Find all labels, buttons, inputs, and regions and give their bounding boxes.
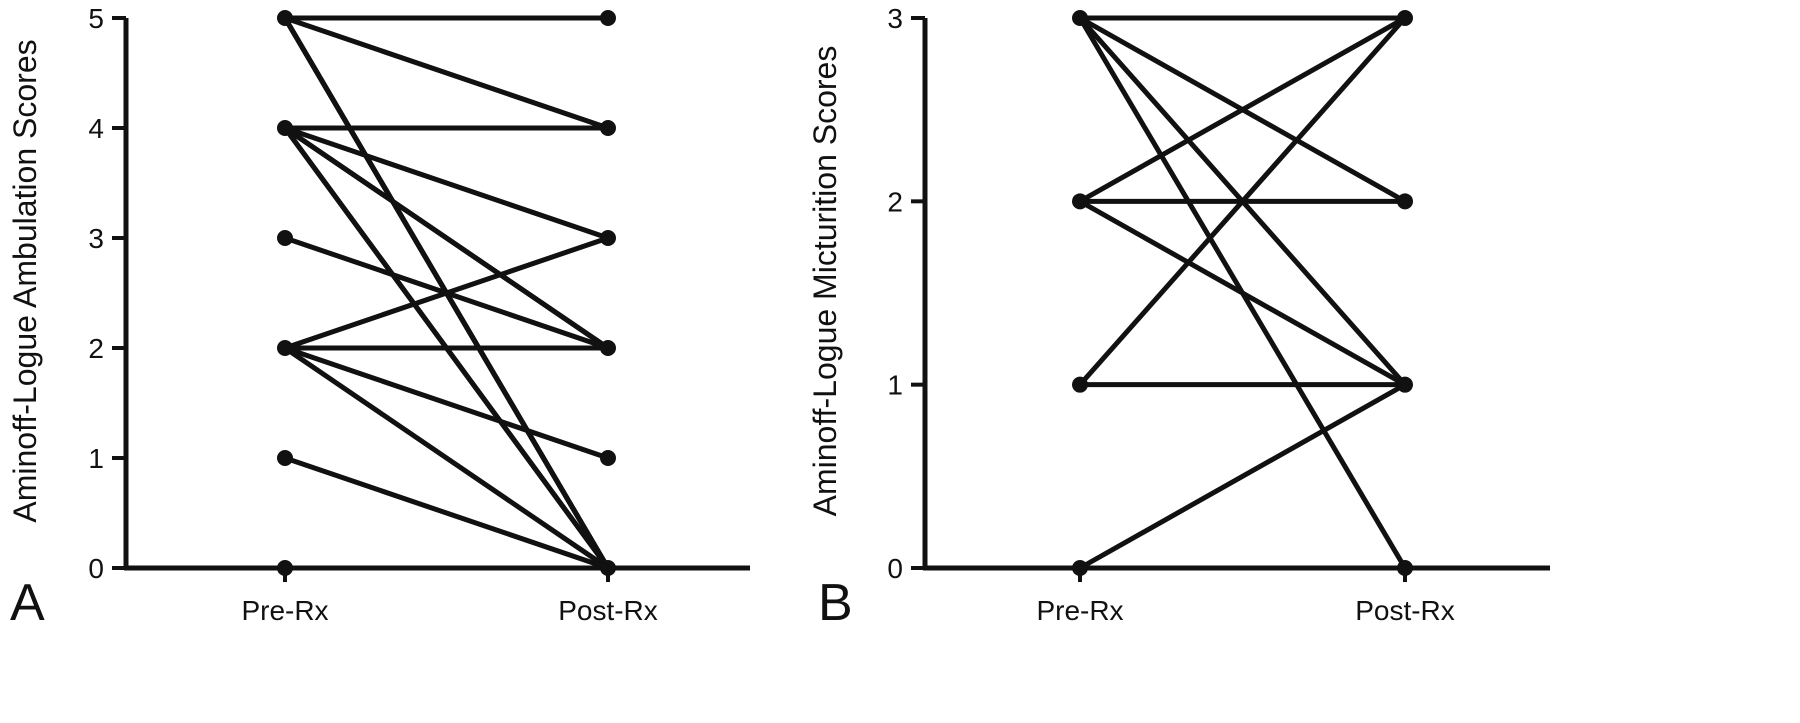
data-point (600, 120, 616, 136)
patient-line (282, 345, 611, 571)
y-axis-title: Aminoff-Logue Ambulation Scores (7, 39, 43, 522)
data-point (277, 120, 293, 136)
y-axis-title: Aminoff-Logue Micturition Scores (807, 46, 843, 517)
x-category-label: Post-Rx (558, 595, 658, 626)
patient-line (282, 235, 611, 351)
patient-line (282, 345, 611, 461)
panel-letter: A (10, 574, 45, 632)
data-points (277, 10, 616, 576)
patient-line (1077, 15, 1408, 388)
y-tick-label: 2 (88, 333, 104, 364)
data-point (600, 340, 616, 356)
y-tick-label: 1 (88, 443, 104, 474)
data-point (600, 560, 616, 576)
data-point (600, 450, 616, 466)
y-tick-label: 0 (887, 553, 903, 584)
data-point (277, 10, 293, 26)
data-point (1072, 560, 1088, 576)
paired-lines (282, 15, 611, 571)
paired-lines (1077, 15, 1408, 571)
x-category-label: Pre-Rx (241, 595, 328, 626)
patient-line (282, 125, 611, 351)
data-point (1072, 376, 1088, 393)
data-point (600, 230, 616, 246)
patient-line (1077, 198, 1408, 388)
panel-letter: B (818, 574, 853, 632)
patient-line (282, 15, 611, 131)
y-tick-label: 3 (88, 223, 104, 254)
x-category-label: Post-Rx (1355, 595, 1455, 626)
data-point (277, 340, 293, 356)
panel-b-micturition-chart: 0 1 2 3 Pre-Rx Post-Rx Aminoff-Logue Micturiti… (807, 3, 1550, 632)
data-point (1397, 560, 1413, 576)
patient-line (1077, 382, 1408, 571)
x-category-label: Pre-Rx (1036, 595, 1123, 626)
y-tick-label: 1 (887, 370, 903, 401)
data-point (1397, 376, 1413, 393)
patient-line (282, 455, 611, 571)
patient-line (1077, 15, 1408, 204)
y-tick-label: 4 (88, 113, 104, 144)
data-point (277, 450, 293, 466)
data-point (1072, 193, 1088, 210)
patient-line (282, 125, 611, 241)
data-point (1397, 193, 1413, 210)
data-point (277, 230, 293, 246)
data-point (600, 10, 616, 26)
panel-a-ambulation-chart: 0 1 2 3 4 5 Pre-Rx Post-Rx Aminoff-Logue Ambulat… (7, 3, 750, 632)
y-tick-label: 3 (887, 3, 903, 34)
y-tick-label: 2 (887, 186, 903, 217)
y-tick-label: 5 (88, 3, 104, 34)
data-point (1397, 10, 1413, 26)
data-points (1072, 10, 1413, 576)
data-point (1072, 10, 1088, 26)
y-tick-label: 0 (88, 553, 104, 584)
data-point (277, 560, 293, 576)
